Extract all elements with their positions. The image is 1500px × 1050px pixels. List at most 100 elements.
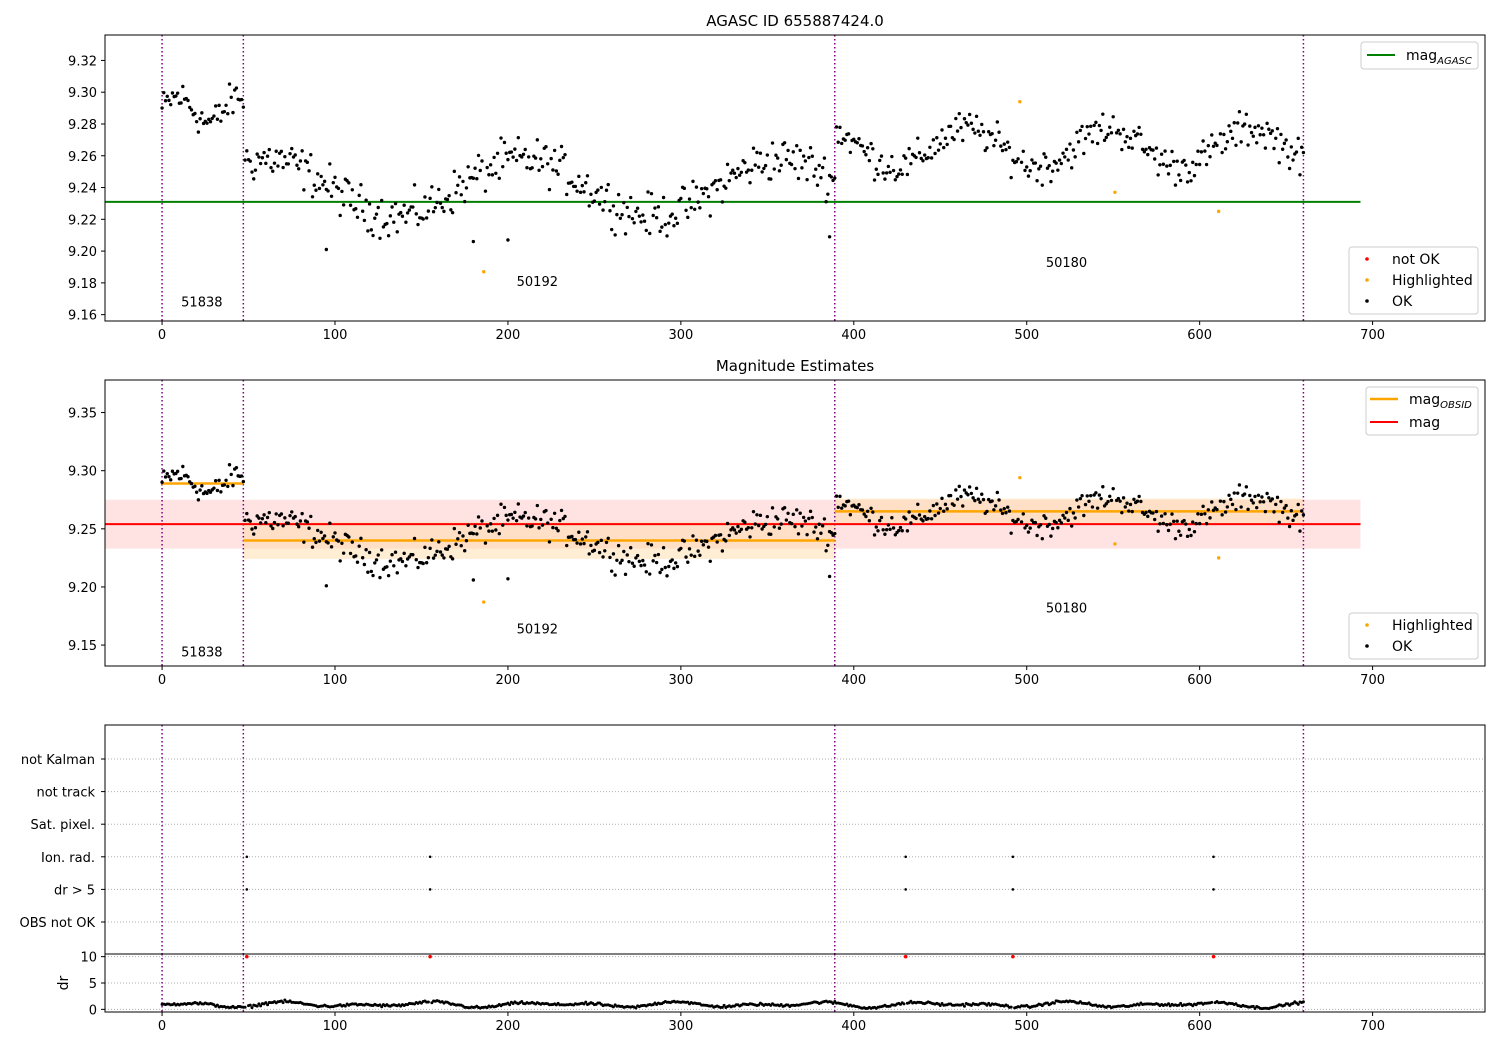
ok-point <box>846 132 851 136</box>
ok-point <box>255 152 259 156</box>
ok-point <box>435 549 439 554</box>
ok-point <box>961 138 965 143</box>
ok-point <box>625 205 629 210</box>
x-tick-label: 700 <box>1360 328 1385 343</box>
ok-point <box>276 164 280 168</box>
flag-row-label: Ion. rad. <box>41 851 95 866</box>
ok-point <box>878 518 882 523</box>
ok-point <box>578 190 583 195</box>
ok-point <box>667 221 671 225</box>
ok-point <box>1225 140 1230 144</box>
ok-point <box>812 530 816 534</box>
ok-point <box>902 154 906 158</box>
ok-point <box>1277 161 1281 165</box>
ok-point <box>447 544 451 549</box>
ok-point <box>516 502 521 506</box>
ok-point <box>1007 145 1012 150</box>
dr-outlier-point <box>428 954 432 959</box>
ok-point <box>758 151 763 155</box>
ok-point <box>163 475 168 479</box>
ok-point <box>1192 173 1197 178</box>
ok-point <box>456 537 460 541</box>
ok-point <box>755 150 759 155</box>
ok-point <box>585 174 590 178</box>
ok-point <box>691 534 695 538</box>
ok-point <box>1130 509 1134 514</box>
ok-point <box>1282 506 1287 510</box>
ok-point <box>558 158 562 163</box>
ok-point <box>322 179 327 184</box>
ok-point <box>867 158 872 163</box>
ok-point <box>552 148 557 153</box>
ok-point <box>423 545 427 550</box>
ok-point <box>1168 522 1172 526</box>
ok-point <box>400 559 405 564</box>
ok-point <box>708 214 712 218</box>
ok-point <box>1076 505 1081 509</box>
ok-point <box>874 525 878 529</box>
ok-point <box>424 561 429 565</box>
ok-point <box>1038 164 1043 168</box>
ok-point <box>1082 513 1086 518</box>
ok-point <box>402 203 406 207</box>
ok-point <box>1158 522 1162 526</box>
ok-point <box>194 119 199 124</box>
ok-point <box>999 144 1003 148</box>
y-tick-label: 9.18 <box>68 277 97 292</box>
ok-point <box>540 523 545 527</box>
ok-point <box>440 205 444 210</box>
ok-point <box>673 216 678 220</box>
ok-point <box>366 570 370 574</box>
dr-point <box>520 999 524 1003</box>
ok-point <box>573 184 578 189</box>
ok-point <box>374 558 379 562</box>
ok-point <box>675 221 680 226</box>
ok-point <box>689 205 693 210</box>
ok-point <box>338 559 342 563</box>
ok-point <box>514 158 519 163</box>
ok-point <box>1284 503 1288 508</box>
dr-point <box>584 1000 588 1004</box>
ok-point <box>625 553 629 557</box>
ok-point <box>179 476 183 481</box>
ok-point <box>392 220 396 224</box>
ok-point <box>1189 533 1193 538</box>
ok-point <box>686 215 690 220</box>
ok-point <box>1026 174 1031 178</box>
ok-point <box>257 155 261 159</box>
highlighted-point <box>482 270 486 274</box>
ok-point <box>376 553 380 557</box>
ok-point <box>822 517 827 521</box>
ok-point <box>1163 149 1167 153</box>
ok-point <box>1197 162 1202 167</box>
ok-point <box>820 165 825 170</box>
ok-point <box>770 141 775 145</box>
ok-point <box>938 506 942 511</box>
estimates-panel: Magnitude Estimates 51838 50192 50180 0 100… <box>68 357 1486 688</box>
ok-point <box>876 172 880 177</box>
ok-point <box>473 524 477 529</box>
ok-point <box>777 169 782 173</box>
legend-label-highlighted: Highlighted <box>1392 618 1473 634</box>
x-tick-label: 700 <box>1360 1019 1385 1034</box>
ok-point <box>746 525 751 530</box>
ok-point <box>300 511 304 516</box>
ok-point <box>1244 485 1249 489</box>
ok-point <box>300 149 304 153</box>
ok-point <box>1030 518 1034 522</box>
ok-point <box>698 553 702 557</box>
ok-point <box>884 171 889 175</box>
ok-point <box>395 571 399 575</box>
ok-point <box>547 540 552 544</box>
ok-point <box>874 167 878 171</box>
ok-point <box>1172 159 1176 164</box>
legend-label-mag-obsid: magOBSID <box>1409 392 1472 411</box>
ok-point <box>928 145 932 149</box>
ok-point <box>869 506 873 510</box>
ok-point <box>260 156 265 160</box>
ok-point <box>637 559 642 564</box>
flag-point <box>245 888 249 891</box>
y-tick-label: 0 <box>89 1003 97 1018</box>
ok-point <box>1286 516 1290 520</box>
dr-point <box>722 1003 726 1007</box>
